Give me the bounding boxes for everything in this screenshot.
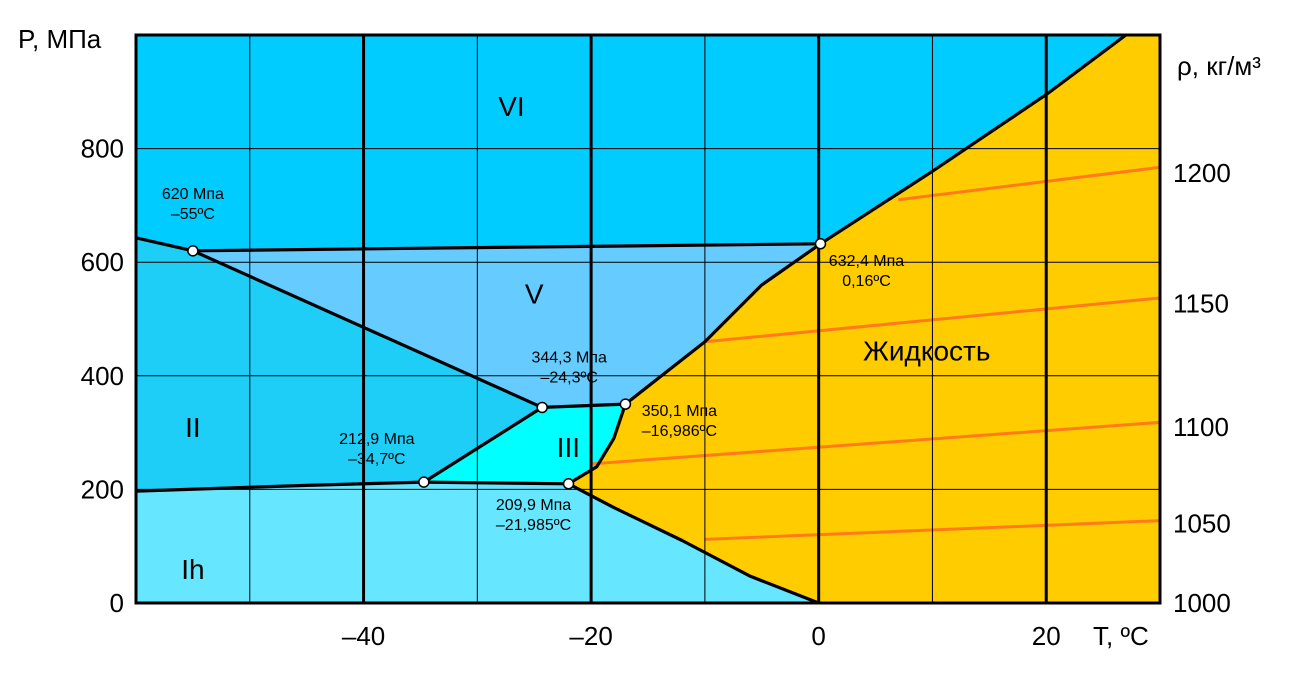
y2-axis-title: ρ, кг/м³ (1177, 51, 1261, 81)
y-tick-label: 0 (110, 588, 124, 618)
boundary-ih-ii (135, 480, 424, 493)
y2-tick-label: 1150 (1173, 289, 1229, 319)
boundary-ii-iii (423, 406, 544, 484)
triple-point: 632,4 Мпа 0,16ºС (814, 238, 904, 290)
triple-point-marker (814, 238, 827, 250)
x-tick-label: 20 (1032, 621, 1061, 651)
triple-point-temperature-label: –16,986ºС (642, 423, 717, 440)
triple-point: 344,3 Мпа –24,3ºС (531, 349, 607, 414)
region-label: VI (498, 91, 524, 122)
y-tick-label: 800 (81, 134, 124, 164)
region-label: III (557, 432, 580, 463)
region-label: Жидкость (863, 335, 990, 366)
x-tick-label: –40 (342, 621, 385, 651)
triple-point-marker (536, 401, 548, 414)
y-tick-label: 600 (81, 247, 124, 277)
triple-point-pressure-label: 632,4 Мпа (829, 253, 904, 270)
y-axis-title: P, МПа (18, 24, 102, 54)
triple-point-marker (562, 478, 575, 490)
triple-point: 212,9 Мпа –34,7ºС (339, 431, 430, 488)
density-isoline (898, 165, 1161, 202)
density-isoline (591, 420, 1161, 466)
region-label: Ih (181, 554, 204, 585)
triple-point-pressure-label: 620 Мпа (162, 186, 224, 203)
triple-point-temperature-label: –21,985ºС (496, 517, 571, 534)
region-label: V (525, 279, 544, 310)
triple-point-marker (187, 245, 199, 257)
plot-frame (134, 33, 1162, 605)
boundary-ii-vi (135, 236, 194, 253)
triple-point-temperature-label: –34,7ºС (348, 451, 405, 468)
boundary-iii-v (542, 402, 626, 409)
boundary-ii-v (192, 249, 543, 409)
triple-point-marker (418, 476, 430, 488)
y-tick-label: 200 (81, 474, 124, 504)
triple-point-pressure-label: 344,3 Мпа (531, 349, 606, 366)
boundary-iii-liquid (567, 403, 627, 486)
x-axis-title: T, ºС (1093, 621, 1149, 651)
boundary-ih-liquid (567, 482, 820, 605)
y-tick-label: 400 (81, 361, 124, 391)
triple-point: 620 Мпа –55ºС (162, 186, 224, 257)
triple-point-marker (619, 398, 632, 410)
y2-tick-label: 1200 (1173, 158, 1231, 188)
boundary-ih-iii (423, 480, 569, 486)
triple-point-pressure-label: 212,9 Мпа (339, 431, 414, 448)
triple-point-pressure-label: 350,1 Мпа (642, 403, 717, 420)
region-label: II (185, 412, 201, 443)
tick-labels: –40 –20 0 200200400600800100010501100115012… (81, 134, 1231, 651)
x-tick-label: –20 (569, 621, 612, 651)
triple-point: 350,1 Мпа –16,986ºС (619, 398, 717, 440)
triple-point-temperature-label: –55ºС (171, 206, 215, 223)
triple-points: 620 Мпа –55ºС 632,4 Мпа 0,16ºС 344,3 Мпа –24,… (162, 186, 904, 534)
boundary-v-liquid (624, 242, 822, 406)
grid-lines (136, 35, 1160, 603)
phase-boundaries (135, 33, 1127, 605)
triple-point-pressure-label: 209,9 Мпа (496, 497, 571, 514)
y2-tick-label: 1100 (1173, 412, 1229, 442)
triple-point-temperature-label: 0,16ºС (842, 273, 891, 290)
y2-tick-label: 1050 (1173, 508, 1231, 538)
boundary-v-vi (192, 242, 821, 253)
y2-tick-label: 1000 (1173, 588, 1231, 618)
x-tick-label: 0 (811, 621, 825, 651)
triple-point: 209,9 Мпа –21,985ºС (496, 478, 575, 534)
triple-point-temperature-label: –24,3ºС (540, 369, 597, 386)
boundary-vi-liquid (819, 33, 1127, 246)
